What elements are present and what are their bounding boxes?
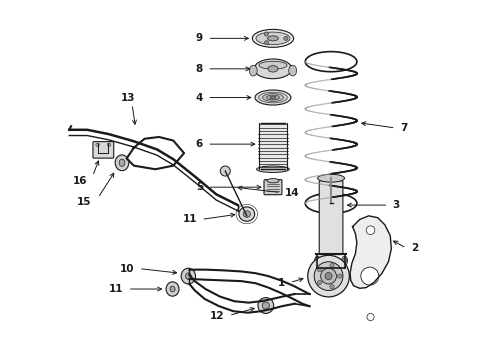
FancyBboxPatch shape	[264, 180, 282, 195]
Ellipse shape	[268, 36, 278, 41]
Ellipse shape	[289, 65, 296, 76]
Text: 12: 12	[210, 311, 224, 320]
Ellipse shape	[239, 207, 255, 221]
Text: 3: 3	[393, 200, 400, 210]
Text: 9: 9	[196, 33, 203, 43]
Text: 5: 5	[196, 182, 203, 192]
Circle shape	[366, 226, 375, 234]
Ellipse shape	[252, 30, 294, 47]
Ellipse shape	[119, 159, 125, 166]
Circle shape	[242, 211, 252, 221]
Ellipse shape	[270, 96, 276, 99]
Text: 1: 1	[278, 278, 286, 288]
Ellipse shape	[263, 94, 283, 102]
Circle shape	[361, 267, 379, 285]
Ellipse shape	[259, 92, 287, 103]
Ellipse shape	[318, 174, 344, 182]
Text: 10: 10	[120, 264, 135, 274]
Text: 7: 7	[400, 123, 407, 133]
Ellipse shape	[255, 90, 291, 105]
Ellipse shape	[268, 66, 278, 72]
Text: 11: 11	[182, 215, 197, 224]
Text: 2: 2	[411, 243, 418, 253]
Circle shape	[264, 32, 269, 36]
Text: 11: 11	[109, 284, 123, 294]
Circle shape	[262, 302, 270, 309]
Ellipse shape	[259, 61, 287, 69]
Circle shape	[318, 280, 322, 285]
Circle shape	[338, 274, 342, 278]
Text: 15: 15	[77, 197, 92, 207]
FancyBboxPatch shape	[319, 181, 343, 255]
Circle shape	[258, 298, 274, 314]
Circle shape	[315, 258, 319, 263]
Ellipse shape	[267, 95, 279, 100]
Ellipse shape	[256, 32, 290, 45]
Text: 8: 8	[196, 64, 203, 74]
Ellipse shape	[254, 59, 292, 79]
Ellipse shape	[115, 155, 129, 171]
Ellipse shape	[249, 65, 257, 76]
Circle shape	[367, 314, 374, 320]
Circle shape	[318, 267, 322, 272]
Circle shape	[265, 41, 269, 45]
Text: 16: 16	[73, 176, 87, 186]
Ellipse shape	[186, 273, 191, 279]
Text: 4: 4	[196, 93, 203, 103]
Text: 13: 13	[121, 93, 136, 103]
Circle shape	[320, 268, 337, 284]
Circle shape	[107, 143, 111, 147]
Ellipse shape	[170, 286, 175, 292]
Circle shape	[325, 273, 332, 280]
Ellipse shape	[257, 166, 289, 172]
Circle shape	[314, 262, 343, 291]
Ellipse shape	[181, 268, 196, 284]
Ellipse shape	[315, 256, 320, 265]
Circle shape	[330, 264, 334, 268]
Text: 6: 6	[196, 139, 203, 149]
Ellipse shape	[267, 179, 279, 183]
Circle shape	[308, 255, 349, 297]
Ellipse shape	[243, 211, 250, 217]
Circle shape	[284, 36, 288, 41]
Circle shape	[330, 284, 334, 289]
Ellipse shape	[166, 282, 179, 296]
Circle shape	[96, 143, 99, 147]
Text: 14: 14	[285, 188, 300, 198]
FancyBboxPatch shape	[93, 141, 114, 158]
Ellipse shape	[342, 256, 347, 265]
Polygon shape	[350, 216, 392, 288]
Circle shape	[220, 166, 230, 176]
Circle shape	[343, 258, 347, 263]
